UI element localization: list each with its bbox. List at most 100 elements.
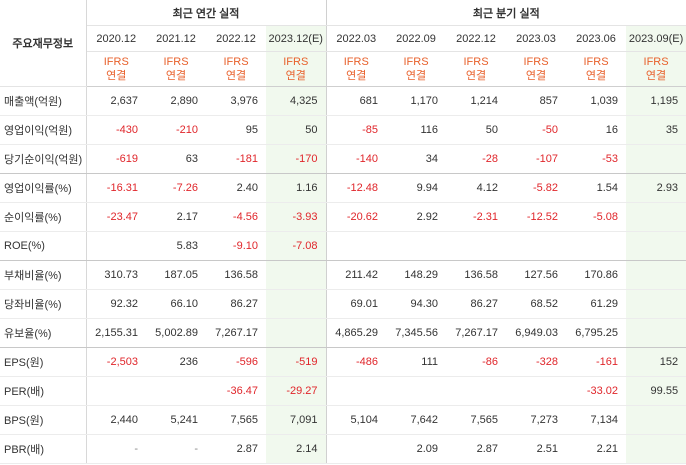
table-cell: 2.14	[266, 434, 327, 464]
table-cell: -12.52	[506, 202, 567, 232]
table-cell	[626, 318, 686, 348]
table-header: 주요재무정보 최근 연간 실적 최근 분기 실적 2020.12 2021.12 2…	[0, 0, 686, 87]
standard-consolidated-label: 연결	[165, 70, 187, 82]
table-cell: -	[146, 434, 206, 464]
period-header: 2023.06	[566, 25, 627, 52]
standard-ifrs-label: IFRS	[523, 56, 549, 68]
table-cell: 111	[386, 347, 447, 377]
table-cell: 63	[146, 144, 206, 174]
table-cell: 92.32	[86, 289, 146, 319]
table-cell: 50	[266, 115, 327, 145]
table-cell: -181	[206, 144, 266, 174]
table-cell: 4,325	[266, 86, 327, 116]
row-label-header: 주요재무정보	[0, 0, 87, 87]
period-header: 2022.12	[446, 25, 507, 52]
table-row: 영업이익(억원) -430 -210 95 50 -85 116 50 -50 16 35	[0, 115, 686, 145]
table-cell: 5,241	[146, 405, 206, 435]
table-cell: 2.40	[206, 173, 266, 203]
table-cell: 6,795.25	[566, 318, 627, 348]
table-cell: 211.42	[325, 260, 387, 290]
table-cell: -5.08	[566, 202, 627, 232]
row-label: 부채비율(%)	[0, 260, 87, 290]
table-cell: -29.27	[266, 376, 327, 406]
table-cell: -12.48	[325, 173, 387, 203]
standard-consolidated-label: 연결	[285, 70, 306, 82]
standard-ifrs-label: IFRS	[343, 56, 369, 68]
table-cell: 116	[386, 115, 447, 145]
table-row: PER(배) -36.47 -29.27 -33.02 99.55	[0, 376, 686, 406]
table-cell: 69.01	[325, 289, 387, 319]
table-cell: 681	[325, 86, 387, 116]
table-cell: 127.56	[506, 260, 567, 290]
table-cell: 68.52	[506, 289, 567, 319]
table-cell	[146, 376, 206, 406]
row-label: 순이익률(%)	[0, 202, 87, 232]
table-cell: 148.29	[386, 260, 447, 290]
table-cell	[386, 376, 447, 406]
table-cell: 2.21	[566, 434, 627, 464]
table-row: ROE(%) 5.83 -9.10 -7.08	[0, 231, 686, 261]
table-cell: -	[86, 434, 146, 464]
table-cell: 2,155.31	[86, 318, 146, 348]
table-cell: 16	[566, 115, 627, 145]
table-cell	[266, 289, 327, 319]
table-cell: -9.10	[206, 231, 266, 261]
table-cell: 99.55	[626, 376, 686, 406]
table-cell: 2.51	[506, 434, 567, 464]
table-row: 부채비율(%) 310.73 187.05 136.58 211.42 148.29 136…	[0, 260, 686, 290]
table-cell: -519	[266, 347, 327, 377]
table-cell: -486	[325, 347, 387, 377]
table-cell: -2,503	[86, 347, 146, 377]
table-cell: 2.93	[626, 173, 686, 203]
standard-ifrs-label: IFRS	[163, 56, 189, 68]
table-cell: -5.82	[506, 173, 567, 203]
table-row: BPS(원) 2,440 5,241 7,565 7,091 5,104 7,642 7,56…	[0, 405, 686, 435]
table-cell	[325, 231, 387, 261]
standard-ifrs-label: IFRS	[403, 56, 429, 68]
table-cell: 7,565	[206, 405, 266, 435]
table-cell: -53	[566, 144, 627, 174]
table-cell: 94.30	[386, 289, 447, 319]
table-cell: 857	[506, 86, 567, 116]
table-cell: -170	[266, 144, 327, 174]
table-cell	[446, 231, 507, 261]
accounting-standard: IFRS 연결	[325, 51, 387, 87]
table-row: 유보율(%) 2,155.31 5,002.89 7,267.17 4,865.29 7,…	[0, 318, 686, 348]
table-cell: 7,345.56	[386, 318, 447, 348]
row-label: 당기순이익(억원)	[0, 144, 87, 174]
table-cell: -85	[325, 115, 387, 145]
row-label: 영업이익(억원)	[0, 115, 87, 145]
table-cell: -2.31	[446, 202, 507, 232]
standard-ifrs-label: IFRS	[583, 56, 609, 68]
table-cell: 66.10	[146, 289, 206, 319]
accounting-standard: IFRS 연결	[386, 51, 447, 87]
table-cell	[566, 231, 627, 261]
table-cell: -28	[446, 144, 507, 174]
table-cell: 86.27	[206, 289, 266, 319]
table-cell	[626, 231, 686, 261]
table-cell: 7,134	[566, 405, 627, 435]
period-header: 2023.03	[506, 25, 567, 52]
table-cell: -140	[325, 144, 387, 174]
annual-group-header: 최근 연간 실적	[86, 0, 327, 26]
table-cell: 2.17	[146, 202, 206, 232]
table-cell: 5.83	[146, 231, 206, 261]
table-cell: 1,039	[566, 86, 627, 116]
table-row: 당좌비율(%) 92.32 66.10 86.27 69.01 94.30 86.27 68.…	[0, 289, 686, 319]
standard-ifrs-label: IFRS	[223, 56, 249, 68]
table-cell: 136.58	[206, 260, 266, 290]
standard-ifrs-label: IFRS	[643, 56, 669, 68]
standard-consolidated-label: 연결	[346, 70, 367, 82]
table-cell: 9.94	[386, 173, 447, 203]
table-cell: -107	[506, 144, 567, 174]
table-cell: 7,273	[506, 405, 567, 435]
table-cell: 7,267.17	[446, 318, 507, 348]
table-cell	[626, 260, 686, 290]
table-cell: -161	[566, 347, 627, 377]
period-header: 2021.12	[146, 25, 206, 52]
table-cell: 61.29	[566, 289, 627, 319]
table-cell	[626, 434, 686, 464]
standard-consolidated-label: 연결	[465, 70, 487, 82]
table-row: 영업이익률(%) -16.31 -7.26 2.40 1.16 -12.48 9.94 4.1…	[0, 173, 686, 203]
